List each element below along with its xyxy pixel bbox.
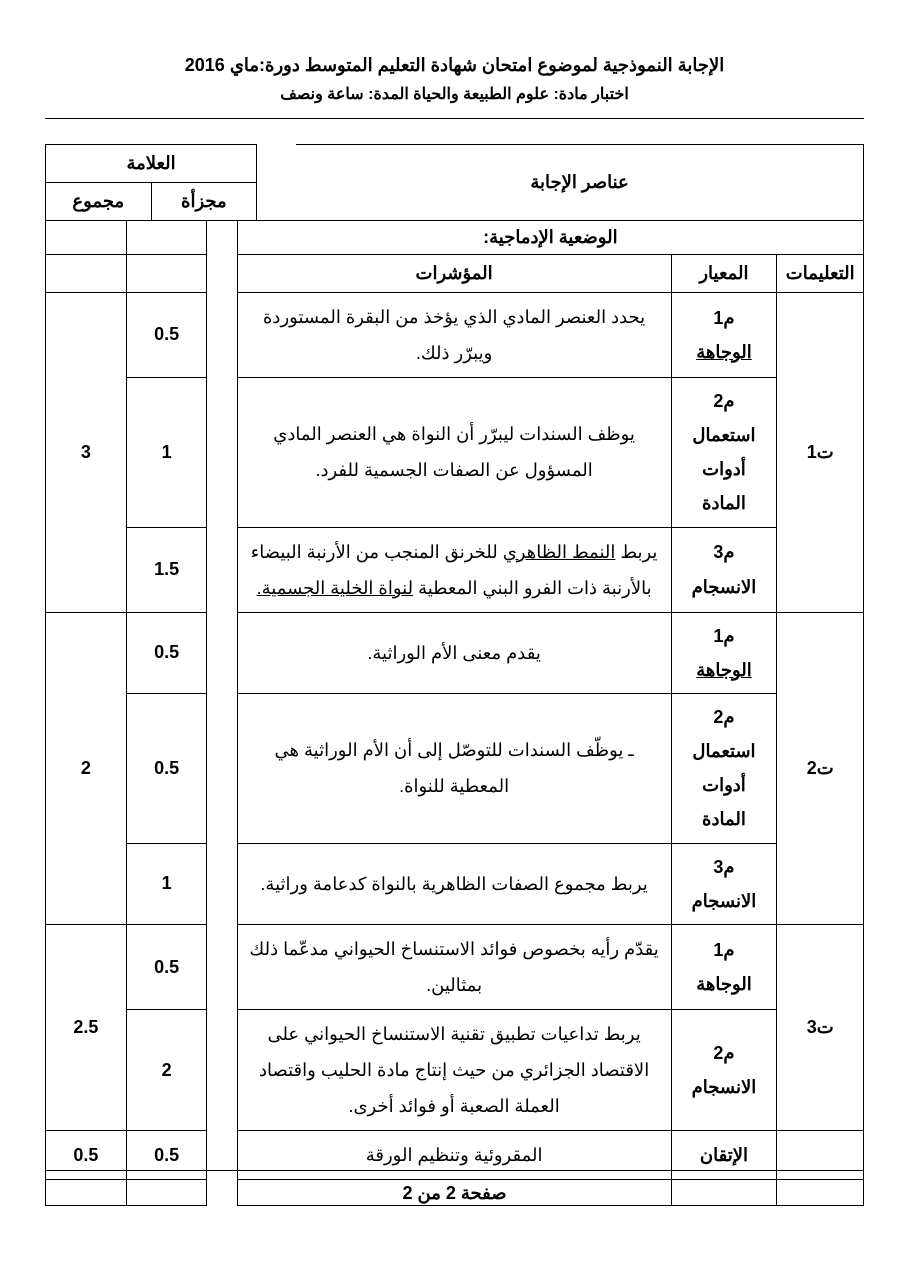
- t2-m2-crit: م2 استعمال أدوات المادة: [671, 693, 777, 843]
- t1-m2-ind: يوظف السندات ليبرّر أن النواة هي العنصر …: [237, 377, 671, 527]
- col-partial: مجزأة: [151, 182, 257, 220]
- row-t3-m1: ت3 م1 الوجاهة يقدّم رأيه بخصوص فوائد الا…: [46, 925, 864, 1010]
- t2-m3-crit: م3 الانسجام: [671, 843, 777, 924]
- t2-m1-crit: م1 الوجاهة: [671, 612, 777, 693]
- col-answer-elements: عناصر الإجابة: [296, 144, 863, 220]
- t1-m1-ind: يحدد العنصر المادي الذي يؤخذ من البقرة ا…: [237, 292, 671, 377]
- col-grade: العلامة: [46, 144, 257, 182]
- row-t2-m1: ت2 م1 الوجاهة يقدم معنى الأم الوراثية. 0…: [46, 612, 864, 693]
- t1-m3-partial: 1.5: [126, 527, 207, 612]
- page-footer: صفحة 2 من 2: [45, 1170, 864, 1204]
- answer-table: عناصر الإجابة العلامة مجزأة مجموع: [45, 144, 864, 221]
- row-t1-m2: م2 استعمال أدوات المادة يوظف السندات ليب…: [46, 377, 864, 527]
- t3-m2-partial: 2: [126, 1010, 207, 1131]
- t3-m1-crit: م1 الوجاهة: [671, 925, 777, 1010]
- document-header: الإجابة النموذجية لموضوع امتحان شهادة ال…: [45, 50, 864, 108]
- col-criterion: المعيار: [671, 254, 777, 292]
- row-t1-m3: م3 الانسجام يربط النمط الظاهري للخرنق ال…: [46, 527, 864, 612]
- t2-m3-ind: يربط مجموع الصفات الظاهرية بالنواة كدعام…: [237, 843, 671, 924]
- doc-title: الإجابة النموذجية لموضوع امتحان شهادة ال…: [45, 50, 864, 81]
- t2-instr: ت2: [777, 612, 864, 925]
- t1-m1-partial: 0.5: [126, 292, 207, 377]
- t1-m3-ind: يربط النمط الظاهري للخرنق المنجب من الأر…: [237, 527, 671, 612]
- section-title: الوضعية الإدماجية:: [237, 220, 863, 254]
- row-t2-m3: م3 الانسجام يربط مجموع الصفات الظاهرية ب…: [46, 843, 864, 924]
- t2-m2-partial: 0.5: [126, 693, 207, 843]
- t2-m1-partial: 0.5: [126, 612, 207, 693]
- col-indicators: المؤشرات: [237, 254, 671, 292]
- page-number: صفحة 2 من 2: [402, 1183, 506, 1203]
- t1-m2-crit: م2 استعمال أدوات المادة: [671, 377, 777, 527]
- t3-instr: ت3: [777, 925, 864, 1131]
- t3-total: 2.5: [46, 925, 127, 1131]
- row-t3-m2: م2 الانسجام يربط تداعيات تطبيق تقنية الا…: [46, 1010, 864, 1131]
- t2-m2-ind: ـ يوظّف السندات للتوصّل إلى أن الأم الور…: [237, 693, 671, 843]
- doc-subtitle: اختبار مادة: علوم الطبيعة والحياة المدة:…: [45, 81, 864, 108]
- header-divider: [45, 118, 864, 119]
- t1-m3-crit: م3 الانسجام: [671, 527, 777, 612]
- t3-m1-partial: 0.5: [126, 925, 207, 1010]
- col-total: مجموع: [46, 182, 152, 220]
- t2-m1-ind: يقدم معنى الأم الوراثية.: [237, 612, 671, 693]
- t3-m2-crit: م2 الانسجام: [671, 1010, 777, 1131]
- col-instructions: التعليمات: [777, 254, 864, 292]
- grading-table: الوضعية الإدماجية: التعليمات المعيار الم…: [45, 220, 864, 1206]
- row-t1-m1: ت1 م1 الوجاهة يحدد العنصر المادي الذي يؤ…: [46, 292, 864, 377]
- t2-total: 2: [46, 612, 127, 925]
- t3-m1-ind: يقدّم رأيه بخصوص فوائد الاستنساخ الحيوان…: [237, 925, 671, 1010]
- t3-m2-ind: يربط تداعيات تطبيق تقنية الاستنساخ الحيو…: [237, 1010, 671, 1131]
- t2-m3-partial: 1: [126, 843, 207, 924]
- t1-m1-crit: م1 الوجاهة: [671, 292, 777, 377]
- t1-total: 3: [46, 292, 127, 612]
- t1-m2-partial: 1: [126, 377, 207, 527]
- row-t2-m2: م2 استعمال أدوات المادة ـ يوظّف السندات …: [46, 693, 864, 843]
- t1-instr: ت1: [777, 292, 864, 612]
